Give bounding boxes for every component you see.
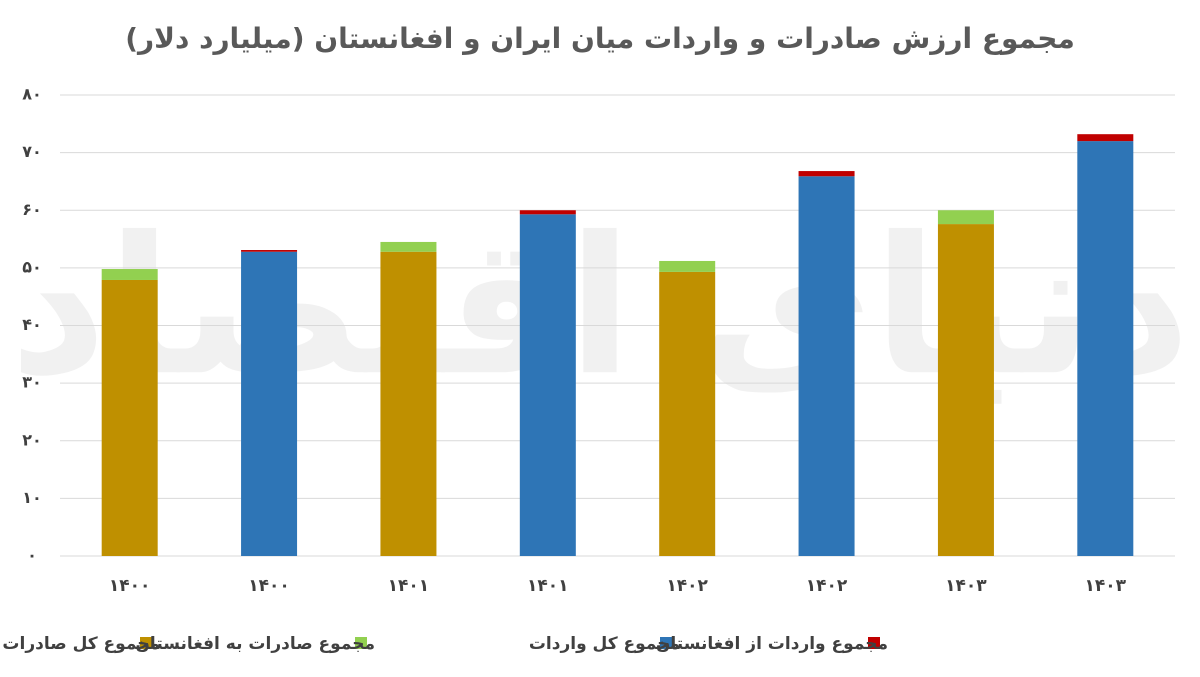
legend-label: مجموع کل صادرات [2, 634, 160, 654]
y-tick-label: ۵۰ [22, 257, 42, 276]
chart-title: مجموع ارزش صادرات و واردات میان ایران و … [125, 22, 1075, 55]
x-tick-label: ۱۴۰۱ [388, 576, 430, 596]
bar-segment [241, 250, 298, 252]
y-tick-label: ۲۰ [22, 430, 42, 449]
bar-segment [937, 210, 994, 225]
watermark: دنیای اقتصاد [9, 196, 1190, 417]
y-tick-label: ۱۰ [22, 488, 42, 507]
x-tick-label: ۱۴۰۲ [666, 576, 708, 596]
y-tick-label: ۷۰ [22, 142, 42, 161]
x-tick-label: ۱۴۰۳ [1085, 576, 1127, 596]
bar-segment [1077, 134, 1134, 142]
legend-swatch [660, 637, 672, 649]
bar-segment [380, 241, 437, 252]
legend-swatch [868, 637, 880, 649]
bar-segment [519, 210, 576, 215]
y-tick-label: ۶۰ [22, 200, 42, 219]
x-tick-label: ۱۴۰۳ [945, 576, 987, 596]
legend-label: مجموع واردات از افغانستان [656, 634, 888, 654]
x-tick-label: ۱۴۰۰ [248, 576, 290, 596]
bar-segment [659, 260, 716, 272]
bar-segment [101, 279, 158, 556]
x-tick-label: ۱۴۰۰ [109, 576, 151, 596]
y-tick-label: ۳۰ [22, 373, 42, 392]
legend-label: مجموع صادرات به افغانستان [135, 634, 375, 654]
legend-swatch [140, 637, 152, 649]
y-tick-label: ۸۰ [22, 85, 42, 104]
bar-segment [519, 214, 576, 556]
bar-segment [380, 251, 437, 557]
bar-segment [798, 176, 855, 556]
legend-swatch [355, 637, 367, 649]
legend-label: مجموع کل واردات [529, 634, 680, 654]
bar-segment [937, 224, 994, 556]
y-tick-label: ۰ [27, 546, 37, 565]
x-tick-label: ۱۴۰۲ [806, 576, 848, 596]
y-tick-label: ۴۰ [22, 315, 42, 334]
bar-segment [1077, 141, 1134, 556]
bar-segment [241, 251, 298, 557]
bar-segment [798, 171, 855, 177]
x-tick-label: ۱۴۰۱ [527, 576, 569, 596]
bar-segment [659, 271, 716, 556]
bar-segment [101, 269, 158, 280]
